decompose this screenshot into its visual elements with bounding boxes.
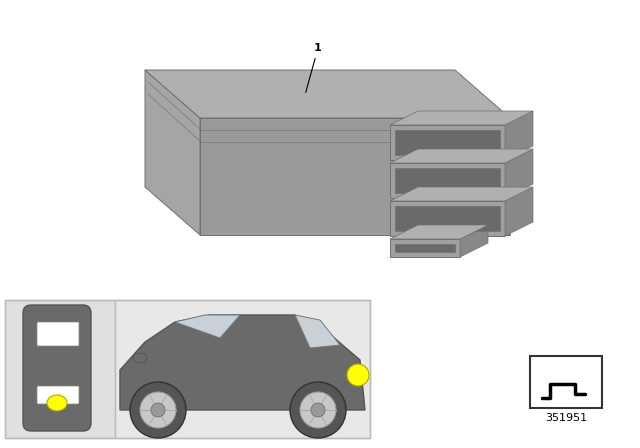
FancyBboxPatch shape: [390, 125, 505, 160]
Circle shape: [347, 364, 369, 386]
FancyBboxPatch shape: [530, 356, 602, 408]
FancyBboxPatch shape: [390, 163, 505, 198]
Polygon shape: [175, 315, 240, 338]
Polygon shape: [120, 315, 365, 410]
Polygon shape: [145, 70, 200, 235]
FancyBboxPatch shape: [390, 201, 505, 236]
FancyBboxPatch shape: [395, 244, 455, 252]
FancyBboxPatch shape: [390, 239, 460, 257]
Circle shape: [311, 403, 325, 417]
FancyBboxPatch shape: [37, 322, 79, 346]
FancyBboxPatch shape: [395, 130, 500, 155]
FancyBboxPatch shape: [395, 168, 500, 193]
Polygon shape: [390, 149, 533, 163]
FancyBboxPatch shape: [37, 386, 79, 404]
Ellipse shape: [47, 395, 67, 411]
Polygon shape: [390, 111, 533, 125]
Polygon shape: [390, 187, 533, 201]
Polygon shape: [505, 187, 533, 236]
Circle shape: [290, 382, 346, 438]
Polygon shape: [200, 118, 510, 235]
Polygon shape: [390, 225, 488, 239]
Ellipse shape: [133, 353, 147, 363]
Polygon shape: [505, 111, 533, 160]
Circle shape: [140, 392, 176, 428]
Text: 351951: 351951: [545, 413, 587, 423]
Circle shape: [300, 392, 336, 428]
Circle shape: [130, 382, 186, 438]
FancyBboxPatch shape: [395, 206, 500, 231]
FancyBboxPatch shape: [5, 300, 115, 438]
Polygon shape: [460, 225, 488, 257]
Polygon shape: [145, 70, 510, 118]
Circle shape: [151, 403, 165, 417]
Polygon shape: [505, 149, 533, 198]
FancyBboxPatch shape: [115, 300, 370, 438]
Polygon shape: [295, 315, 340, 348]
Text: 1: 1: [306, 43, 322, 92]
FancyBboxPatch shape: [23, 305, 91, 431]
